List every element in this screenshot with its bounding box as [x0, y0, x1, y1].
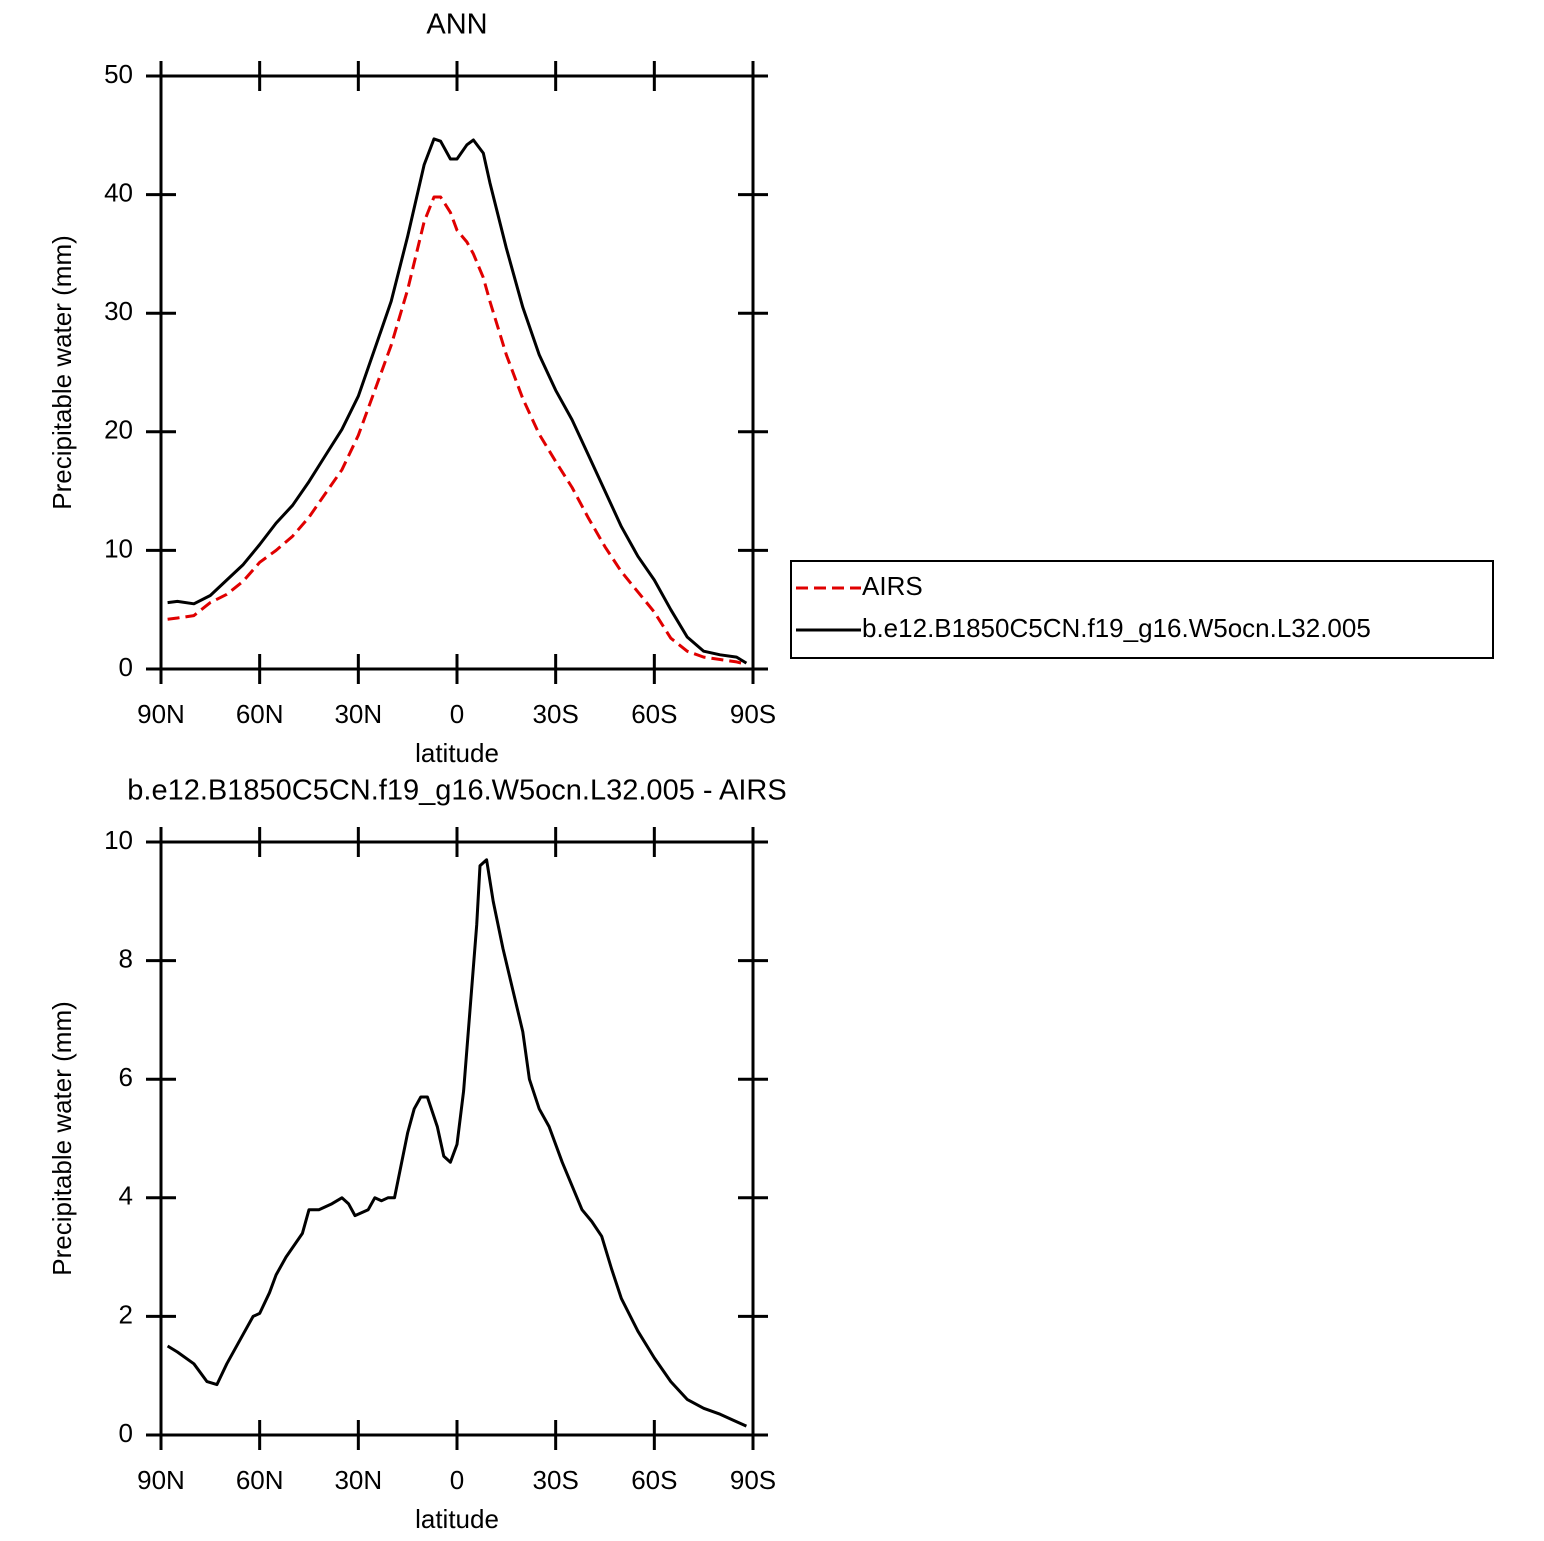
y-tick-label: 50 — [104, 59, 133, 89]
x-tick-label: 90S — [730, 699, 776, 729]
x-axis-label: latitude — [415, 738, 499, 768]
y-tick-label: 0 — [119, 1418, 133, 1448]
y-tick-label: 6 — [119, 1062, 133, 1092]
y-tick-label: 30 — [104, 296, 133, 326]
x-tick-label: 60N — [236, 699, 284, 729]
legend-label: AIRS — [862, 571, 923, 601]
y-tick-label: 0 — [119, 652, 133, 682]
data-line — [167, 195, 747, 666]
x-tick-label: 90N — [137, 1465, 185, 1495]
x-axis-label: latitude — [415, 1504, 499, 1534]
legend-label: b.e12.B1850C5CN.f19_g16.W5ocn.L32.005 — [862, 613, 1371, 643]
x-tick-label: 0 — [450, 1465, 464, 1495]
y-tick-label: 40 — [104, 177, 133, 207]
x-tick-label: 60S — [631, 1465, 677, 1495]
x-tick-label: 60S — [631, 699, 677, 729]
y-tick-label: 20 — [104, 415, 133, 445]
chart-title: b.e12.B1850C5CN.f19_g16.W5ocn.L32.005 - … — [127, 775, 786, 807]
x-tick-label: 30N — [334, 1465, 382, 1495]
chart-title: ANN — [426, 9, 487, 41]
x-tick-label: 0 — [450, 699, 464, 729]
x-tick-label: 90N — [137, 699, 185, 729]
plot-frame — [159, 74, 755, 671]
x-tick-label: 30S — [533, 1465, 579, 1495]
data-line — [167, 137, 748, 665]
legend-box — [790, 560, 1494, 659]
y-tick-label: 10 — [104, 533, 133, 563]
x-tick-label: 30S — [533, 699, 579, 729]
y-tick-label: 8 — [119, 943, 133, 973]
y-axis-label: Precipitable water (mm) — [47, 235, 77, 510]
y-tick-label: 2 — [119, 1299, 133, 1329]
x-tick-label: 90S — [730, 1465, 776, 1495]
y-tick-label: 10 — [104, 825, 133, 855]
x-tick-label: 30N — [334, 699, 382, 729]
legend: AIRS b.e12.B1850C5CN.f19_g16.W5ocn.L32.00… — [790, 560, 1494, 659]
data-line — [166, 858, 748, 1428]
x-tick-label: 60N — [236, 1465, 284, 1495]
y-axis-label: Precipitable water (mm) — [47, 1001, 77, 1276]
y-tick-label: 4 — [119, 1181, 133, 1211]
